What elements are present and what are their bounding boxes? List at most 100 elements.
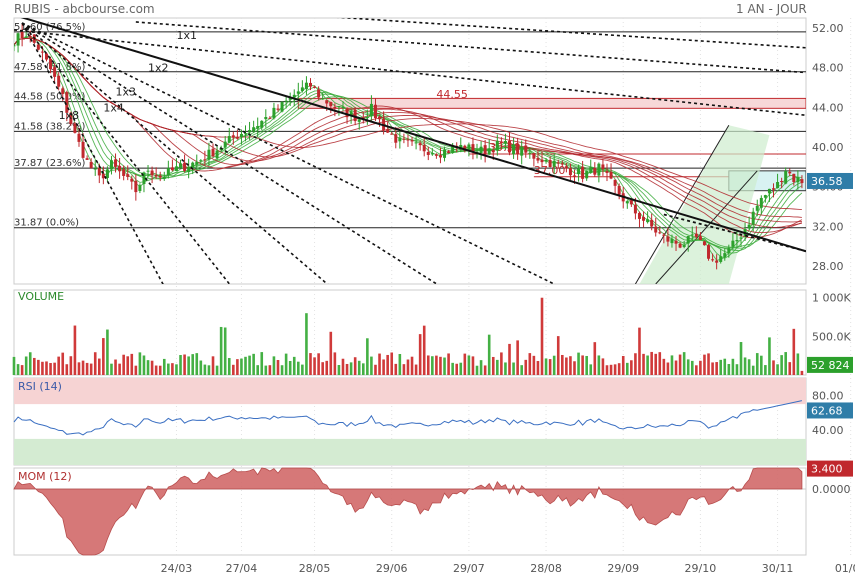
candle-body	[556, 162, 560, 164]
volume-bar	[215, 365, 219, 375]
volume-bar	[678, 354, 682, 375]
volume-bar	[544, 358, 548, 375]
volume-bar	[552, 355, 556, 375]
candle-body	[195, 161, 199, 165]
volume-bar	[73, 325, 77, 375]
candle-body	[239, 133, 243, 138]
volume-bar	[674, 360, 678, 375]
volume-bar	[394, 363, 398, 375]
volume-bar	[134, 365, 138, 375]
candle-body	[398, 137, 402, 142]
volume-bar	[491, 356, 495, 375]
volume-bar	[609, 364, 613, 375]
volume-bar	[581, 355, 584, 375]
volume-bar	[223, 327, 227, 375]
candle-body	[227, 136, 231, 143]
volume-bar	[561, 354, 564, 375]
volume-bar	[642, 353, 645, 375]
candle-body	[235, 137, 239, 139]
volume-bar	[305, 313, 308, 375]
volume-bar	[508, 343, 511, 375]
volume-bar	[65, 364, 69, 375]
volume-bar	[755, 353, 759, 375]
candle-body	[702, 241, 706, 246]
volume-bar	[240, 358, 243, 375]
volume-bar	[772, 360, 775, 375]
candle-body	[414, 142, 418, 144]
candle-body	[792, 173, 796, 183]
volume-bar	[577, 352, 580, 375]
rsi-last-label: 62.68	[811, 404, 843, 417]
volume-bar	[422, 325, 426, 375]
volume-bar	[114, 359, 117, 375]
momentum-y-tick-label: 0.0000	[812, 483, 851, 496]
volume-bar	[418, 334, 422, 375]
x-tick-label: 01/01	[835, 562, 855, 575]
candle-body	[166, 168, 170, 176]
volume-bar	[699, 360, 702, 375]
gann-fan-line	[336, 18, 806, 49]
candle-body	[14, 45, 16, 47]
candle-body	[304, 82, 308, 90]
volume-bar	[727, 363, 731, 375]
candle-body	[711, 259, 715, 261]
candle-body	[540, 159, 544, 163]
volume-bar	[658, 352, 662, 375]
volume-bar	[402, 364, 406, 375]
candle-body	[162, 177, 166, 179]
volume-bar	[122, 354, 125, 375]
candle-body	[727, 248, 731, 253]
candle-body	[491, 149, 495, 153]
volume-bar	[69, 356, 73, 375]
volume-bar	[682, 352, 686, 375]
candle-body	[341, 106, 345, 108]
volume-bar	[707, 353, 710, 375]
volume-bar	[792, 328, 796, 375]
volume-bar	[496, 359, 499, 375]
volume-bar	[321, 362, 324, 375]
volume-bar	[524, 359, 528, 375]
volume-bar	[102, 338, 105, 375]
momentum-panel-frame	[13, 467, 807, 556]
candle-body	[211, 148, 215, 157]
volume-bar	[467, 355, 471, 375]
volume-bar	[768, 337, 771, 375]
volume-bar	[203, 364, 207, 375]
volume-bar	[41, 361, 44, 375]
candle-body	[589, 167, 593, 173]
volume-bar	[410, 356, 414, 375]
candle-body	[183, 162, 187, 171]
volume-bar	[195, 353, 199, 375]
candle-body	[796, 177, 800, 183]
volume-bar	[764, 365, 767, 375]
volume-bar	[81, 360, 85, 375]
candle-body	[61, 88, 65, 94]
volume-bar	[516, 340, 519, 375]
candle-body	[142, 172, 146, 185]
candle-body	[357, 119, 361, 122]
volume-bar	[106, 329, 109, 375]
volume-bar	[431, 356, 434, 375]
candle-body	[597, 163, 601, 176]
volume-bar	[565, 357, 568, 375]
gann-fan-label: 1x1	[176, 29, 197, 42]
volume-bar	[528, 353, 532, 375]
candle-body	[463, 145, 467, 151]
volume-bar	[12, 356, 16, 375]
candle-body	[296, 91, 300, 94]
rsi-overbought-zone	[14, 378, 806, 405]
volume-bar	[93, 352, 97, 375]
x-tick-label: 24/03	[161, 562, 193, 575]
candle-body	[260, 120, 264, 128]
candle-body	[244, 133, 248, 135]
candle-body	[248, 130, 252, 133]
volume-bar	[487, 334, 491, 375]
volume-bar	[158, 365, 162, 375]
fib-level-label: 41.58 (38.2%)	[14, 121, 85, 132]
rsi-y-tick-label: 80.00	[812, 389, 844, 402]
candle-body	[625, 201, 629, 204]
candle-body	[386, 129, 390, 133]
candle-body	[605, 171, 609, 173]
volume-bar	[207, 365, 211, 375]
candle-body	[280, 101, 284, 112]
